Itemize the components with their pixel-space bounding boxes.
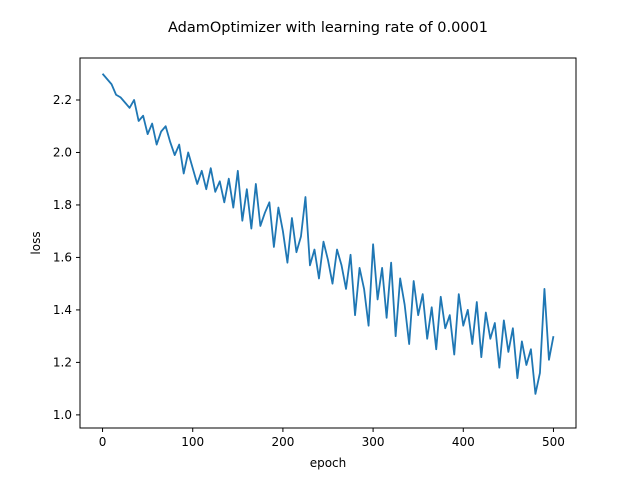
x-axis-ticks: 0 100 200 300 400 500 (99, 428, 565, 449)
loss-series-line (101, 73, 555, 395)
y-tick-label: 1.0 (53, 408, 72, 422)
chart-title: AdamOptimizer with learning rate of 0.00… (168, 20, 488, 36)
y-tick-label: 1.2 (53, 355, 72, 369)
axes-frame (79, 57, 577, 429)
x-tick-label: 400 (452, 435, 475, 449)
y-axis-ticks: 1.0 1.2 1.4 1.6 1.8 2.0 2.2 (53, 93, 80, 422)
x-tick-label: 100 (181, 435, 204, 449)
y-axis-label: loss (29, 231, 43, 254)
x-tick-label: 0 (99, 435, 107, 449)
y-tick-label: 1.6 (53, 250, 72, 264)
y-tick-label: 2.2 (53, 93, 72, 107)
x-tick-label: 300 (362, 435, 385, 449)
y-tick-label: 2.0 (53, 145, 72, 159)
plot-area (101, 73, 555, 395)
y-tick-label: 1.8 (53, 198, 72, 212)
y-tick-label: 1.4 (53, 303, 72, 317)
x-tick-label: 500 (542, 435, 565, 449)
x-axis-label: epoch (310, 456, 347, 470)
x-tick-label: 200 (271, 435, 294, 449)
